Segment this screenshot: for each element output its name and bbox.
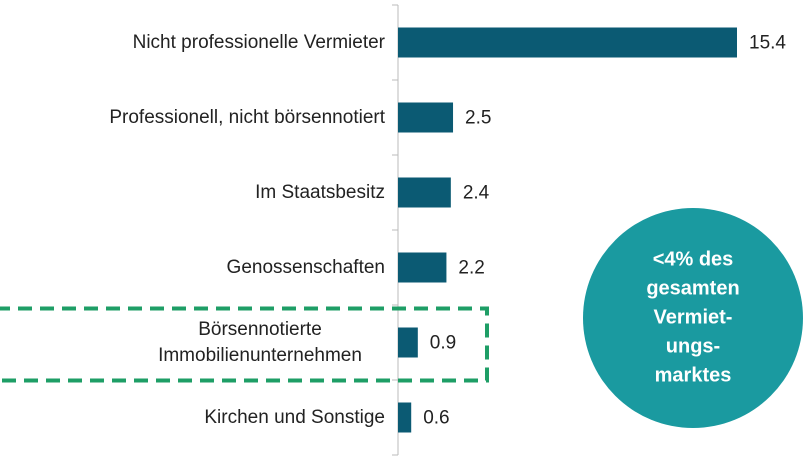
category-label: Kirchen und Sonstige xyxy=(204,406,385,428)
bar xyxy=(398,27,737,58)
bar xyxy=(398,102,454,133)
annotation-text: marktes xyxy=(655,364,732,386)
value-label: 2.5 xyxy=(465,108,491,129)
value-label: 0.9 xyxy=(430,333,456,354)
category-label: Genossenschaften xyxy=(226,256,385,278)
category-label: Börsennotierte Immobilienunternehmen xyxy=(158,318,362,366)
value-label: 0.6 xyxy=(423,408,449,429)
bar xyxy=(398,177,451,208)
bar xyxy=(398,327,418,358)
category-label: Nicht professionelle Vermieter xyxy=(132,31,385,53)
bar xyxy=(398,252,447,283)
annotation-text: gesamten xyxy=(646,277,739,299)
annotation-text: <4% des xyxy=(653,248,734,270)
value-label: 2.4 xyxy=(463,183,490,204)
annotation-circle xyxy=(583,208,803,428)
value-label: 2.2 xyxy=(458,258,484,279)
annotation-text: ungs- xyxy=(666,335,720,357)
category-label: Professionell, nicht börsennotiert xyxy=(109,106,385,128)
bar xyxy=(398,402,412,433)
annotation-text: Vermiet- xyxy=(654,306,733,328)
highlight-box xyxy=(0,306,489,383)
category-label: Im Staatsbesitz xyxy=(255,181,385,203)
value-label: 15.4 xyxy=(749,33,786,54)
